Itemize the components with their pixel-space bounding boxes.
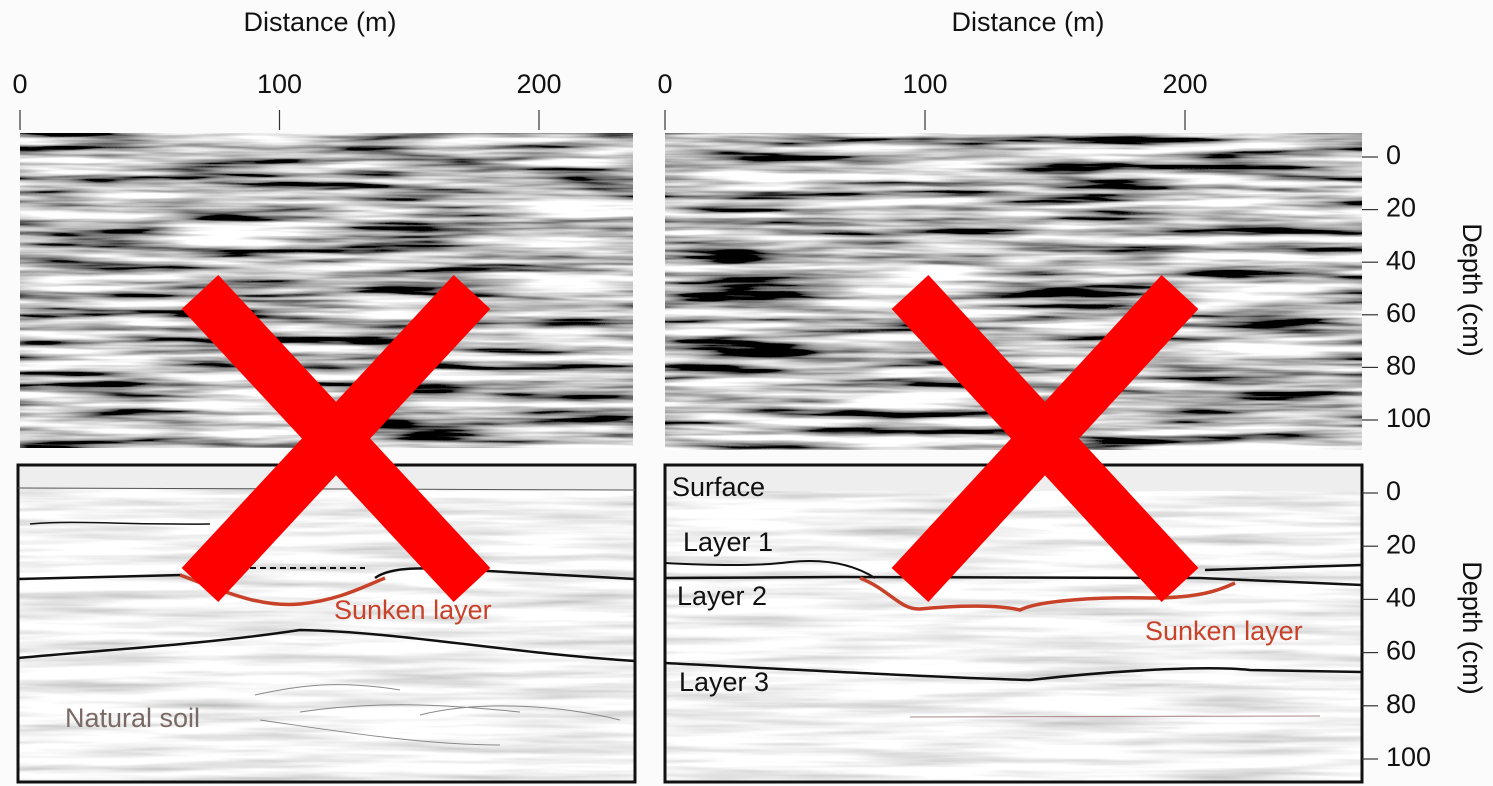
radargram-bottom-left xyxy=(18,465,635,782)
annotation: Surface xyxy=(672,472,765,502)
annotation: Layer 1 xyxy=(683,527,773,557)
y-tick-label: 0 xyxy=(1386,476,1401,506)
annotation: Layer 2 xyxy=(677,581,767,611)
x-tick-label: 200 xyxy=(1162,69,1207,99)
surface-line xyxy=(17,487,636,491)
cross-stroke xyxy=(891,275,1199,602)
x-tick-label: 0 xyxy=(12,69,27,99)
y-tick-label: 0 xyxy=(1386,140,1401,170)
layer-line xyxy=(17,628,636,663)
depth-axis-label: Depth (cm) xyxy=(1457,561,1487,695)
y-tick-label: 100 xyxy=(1386,403,1431,433)
y-tick-label: 20 xyxy=(1386,193,1416,223)
layer-line xyxy=(29,521,211,525)
soil-line xyxy=(254,684,621,746)
annotation: Sunken layer xyxy=(1145,616,1303,646)
x-tick-label: 100 xyxy=(902,69,947,99)
depth-axis-label: Depth (cm) xyxy=(1457,223,1487,357)
x-axis-label: Distance (m) xyxy=(951,7,1104,37)
annotation: Natural soil xyxy=(65,703,200,733)
y-tick-label: 40 xyxy=(1386,583,1416,613)
layer-line xyxy=(664,559,876,579)
y-tick-label: 100 xyxy=(1386,742,1431,772)
red-cross xyxy=(181,274,491,603)
y-tick-label: 80 xyxy=(1386,351,1416,381)
y-tick-label: 20 xyxy=(1386,529,1416,559)
soil-line xyxy=(909,715,1321,718)
y-tick-label: 80 xyxy=(1386,689,1416,719)
y-tick-label: 60 xyxy=(1386,298,1416,328)
layer-line xyxy=(664,661,1363,682)
annotation: Sunken layer xyxy=(334,595,492,625)
y-tick-label: 60 xyxy=(1386,636,1416,666)
x-tick-label: 0 xyxy=(657,69,672,99)
red-cross xyxy=(891,275,1199,602)
cross-stroke xyxy=(181,274,491,603)
ticks: 0 100 200 0 100 200 0 20 40 60 80 100 0 20 40 60 80 100 xyxy=(12,69,1431,772)
sunken-line xyxy=(859,576,1236,612)
x-tick-label: 200 xyxy=(516,69,561,99)
interpretation-right xyxy=(664,559,1363,718)
y-tick-label: 40 xyxy=(1386,245,1416,275)
radargram-bottom-right xyxy=(665,465,1362,782)
x-tick-label: 100 xyxy=(257,69,302,99)
annotation: Layer 3 xyxy=(679,667,769,697)
layer-line xyxy=(664,563,1363,587)
x-axis-label: Distance (m) xyxy=(243,7,396,37)
